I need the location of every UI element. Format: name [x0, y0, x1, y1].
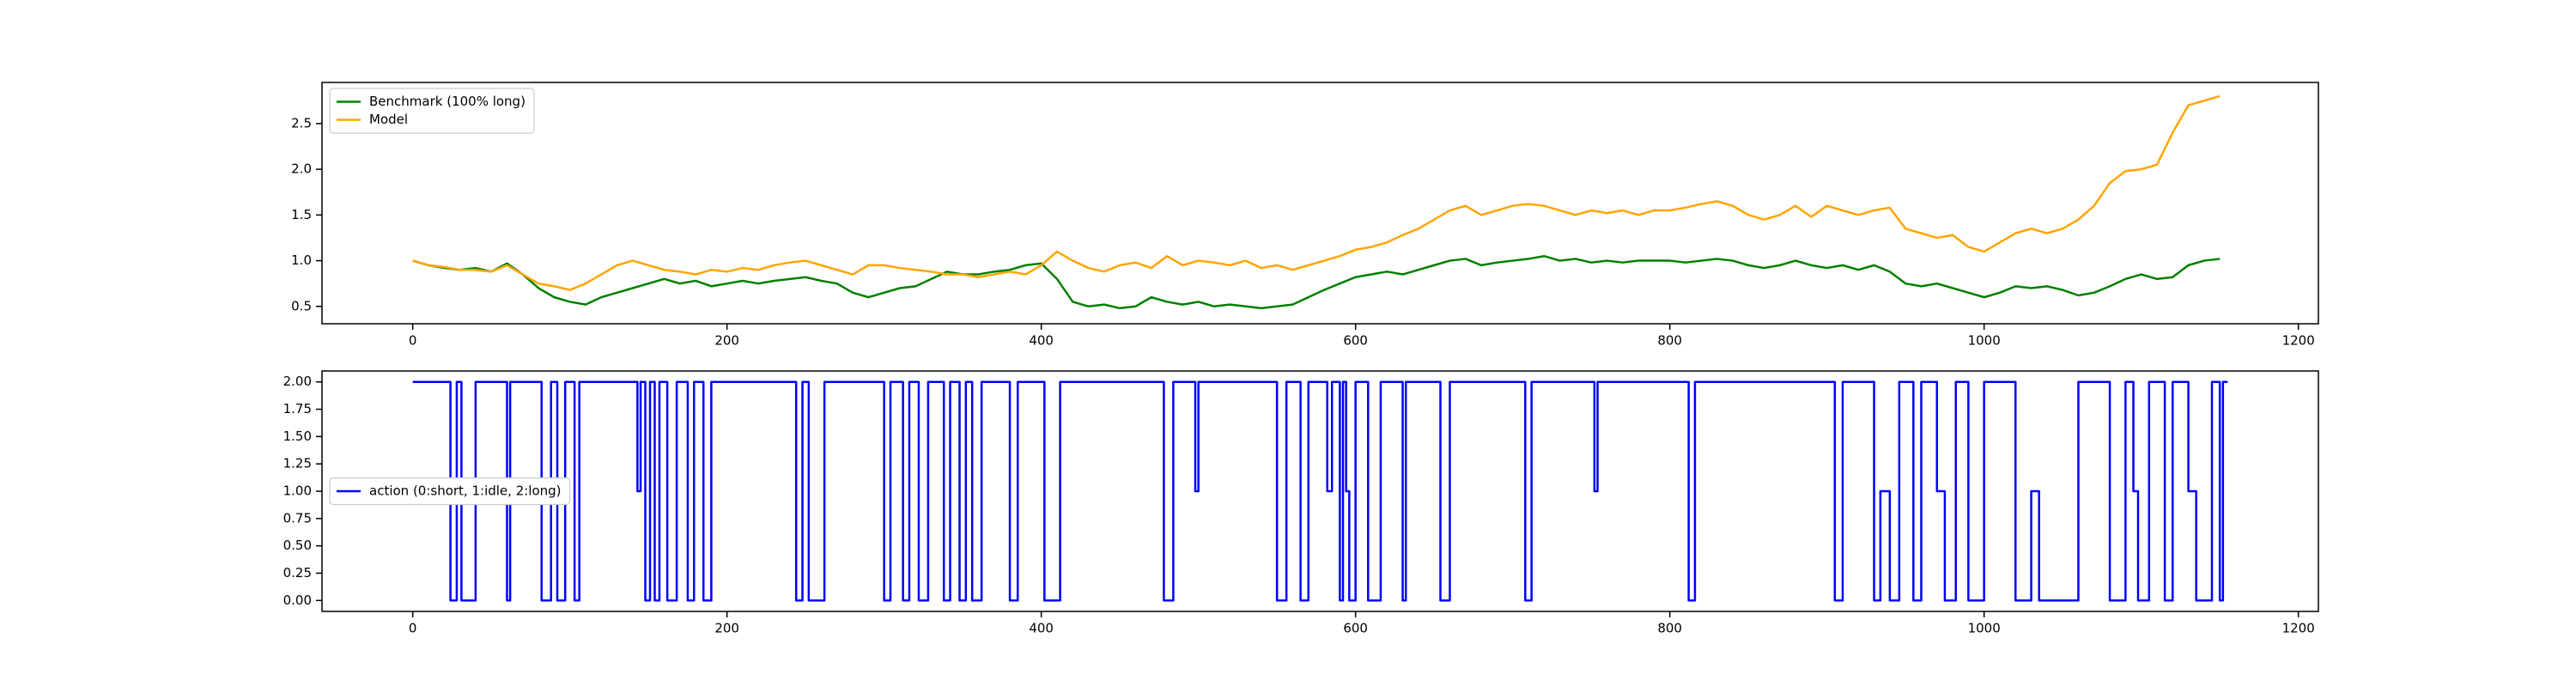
y-tick-label: 1.00: [283, 483, 312, 499]
x-tick-label: 600: [1343, 333, 1368, 349]
x-tick-label: 200: [714, 333, 739, 349]
plot-area: [322, 371, 2318, 611]
plot-area: [322, 82, 2318, 324]
x-tick-label: 0: [409, 333, 417, 349]
x-tick-label: 600: [1343, 621, 1368, 636]
y-tick-label: 0.00: [283, 593, 312, 608]
y-tick-label: 0.5: [291, 298, 312, 313]
y-tick-label: 0.50: [283, 538, 312, 553]
x-tick-label: 1000: [1968, 621, 2001, 636]
y-tick-label: 0.25: [283, 565, 312, 581]
y-tick-label: 2.5: [291, 115, 312, 131]
series-line: [412, 94, 2221, 291]
y-tick-label: 1.50: [283, 429, 312, 444]
y-tick-label: 1.75: [283, 401, 312, 416]
legend-label: action (0:short, 1:idle, 2:long): [369, 483, 562, 499]
y-tick-label: 1.0: [291, 252, 312, 268]
legend-label: Model: [369, 112, 408, 127]
legend-frame: [329, 477, 571, 506]
x-tick-label: 800: [1657, 621, 1682, 636]
y-tick-label: 2.00: [283, 374, 312, 389]
y-tick-label: 1.25: [283, 456, 312, 471]
y-tick-label: 0.75: [283, 510, 312, 526]
x-tick-label: 400: [1029, 333, 1054, 349]
x-tick-label: 1000: [1968, 333, 2001, 349]
x-tick-label: 800: [1657, 333, 1682, 349]
series-line: [412, 380, 2228, 602]
x-tick-label: 1200: [2282, 333, 2315, 349]
axes: 0 200 400 600 800 1000 1200 0.5 1.0 1.5 2.0 2.5 Benc…: [291, 82, 2319, 349]
x-tick-label: 1200: [2282, 621, 2315, 636]
series-line: [412, 254, 2221, 310]
x-tick-label: 200: [714, 621, 739, 636]
legend: action (0:short, 1:idle, 2:long): [329, 477, 571, 506]
legend-label: Benchmark (100% long): [369, 94, 526, 109]
x-tick-label: 400: [1029, 621, 1054, 636]
axes-frame: [321, 82, 2319, 325]
axes-frame: [321, 370, 2319, 612]
y-tick-label: 2.0: [291, 161, 312, 177]
x-tick-label: 0: [409, 621, 417, 636]
axes: 0 200 400 600 800 1000 1200 0.00 0.25 0.50 0.75 1.0…: [283, 370, 2319, 636]
legend-frame: [329, 88, 535, 134]
legend: Benchmark (100% long) Model: [329, 88, 535, 134]
y-tick-label: 1.5: [291, 207, 312, 222]
